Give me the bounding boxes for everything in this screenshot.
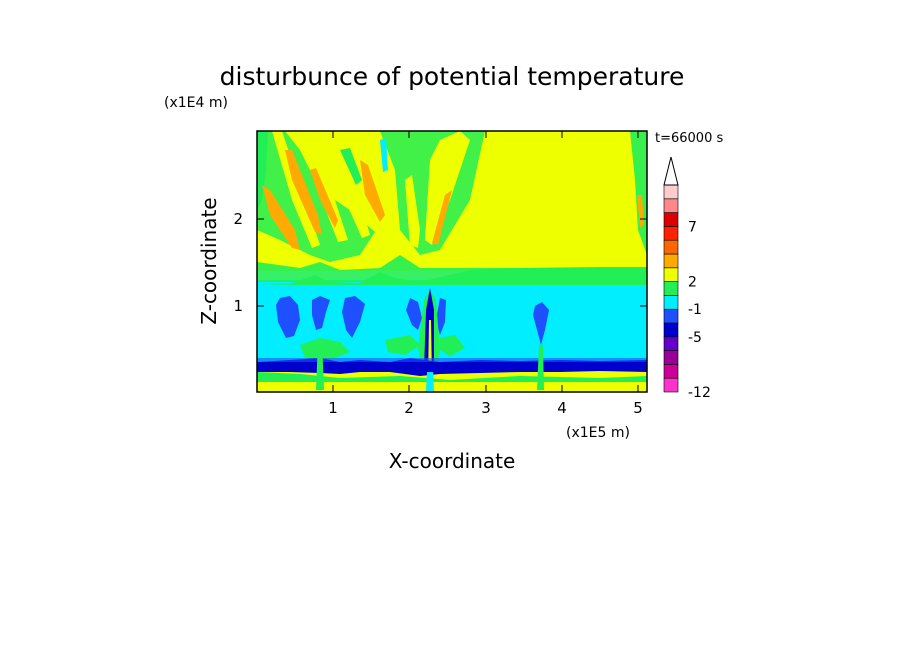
- colorbar-swatch: [663, 377, 679, 393]
- yellow-streak-b: [300, 131, 348, 242]
- cold-lobe-mid: [312, 296, 330, 330]
- y-axis-ticks: [257, 218, 647, 307]
- colorbar-swatch: [663, 253, 679, 269]
- colorbar-label: 2: [688, 275, 697, 291]
- warm-streak-3: [310, 168, 338, 228]
- yellow-streak-e: [425, 131, 470, 245]
- colorbar-swatch: [663, 350, 679, 365]
- yellow-streak-d: [405, 175, 420, 248]
- warm-streak-6: [637, 195, 644, 228]
- time-label: t=66000 s: [655, 131, 723, 146]
- colorbar-swatch: [663, 336, 679, 351]
- y-unit-label: (x1E4 m): [164, 95, 228, 111]
- x-tick-label: 5: [633, 399, 643, 417]
- plot-frame: [256, 130, 648, 393]
- warm-streak-1: [262, 185, 300, 250]
- x-axis-label: X-coordinate: [389, 449, 516, 473]
- colorbar-label: -12: [688, 385, 711, 401]
- colorbar-swatch: [663, 308, 679, 324]
- yellow-streak-a: [272, 131, 320, 248]
- warm-streak-7: [380, 138, 388, 172]
- colorbar-label: 7: [688, 219, 697, 235]
- transition-upper-edge: [257, 255, 647, 282]
- mid-green-blob-3: [440, 335, 465, 356]
- colorbar-swatch: [663, 267, 679, 282]
- colorbar-swatch: [663, 239, 679, 255]
- colorbar-swatch: [663, 364, 679, 379]
- mid-green-blob-2: [385, 335, 420, 355]
- inversion-band-edge: [257, 358, 647, 362]
- y-tick-label: 1: [233, 297, 243, 315]
- mid-green-blob-1: [300, 338, 350, 360]
- x-tick-label: 4: [557, 399, 567, 417]
- colorbar-swatch: [663, 198, 679, 213]
- colorbar-extend-arrow: [663, 156, 679, 186]
- cold-lobe-left: [276, 296, 300, 338]
- surface-green-band: [257, 372, 647, 382]
- x-tick-label: 3: [481, 399, 491, 417]
- warm-streak-5: [432, 190, 452, 245]
- x-unit-label: (x1E5 m): [566, 425, 630, 441]
- warm-streak-8: [340, 148, 362, 185]
- x-tick-label: 2: [404, 399, 414, 417]
- colorbar-label: -1: [688, 302, 702, 318]
- inversion-band: [257, 358, 647, 376]
- x-axis-ticks: [332, 131, 639, 392]
- warm-streak-4: [360, 160, 385, 222]
- colorbar: -12-5-127: [663, 156, 711, 401]
- y-axis-label: Z-coordinate: [197, 197, 221, 324]
- colorbar-swatch: [663, 281, 679, 296]
- warm-streak-2: [285, 150, 322, 235]
- surface-plume-2: [537, 345, 544, 390]
- colorbar-swatch: [663, 295, 679, 310]
- colorbar-swatch: [663, 226, 679, 241]
- chart-title: disturbunce of potential temperature: [220, 62, 685, 91]
- cold-lobe-right: [342, 296, 365, 338]
- left-edge-green: [257, 131, 268, 210]
- cold-plume-3: [533, 302, 549, 345]
- colorbar-swatch: [663, 184, 679, 200]
- cold-plume-2: [406, 298, 422, 330]
- plot-area: [257, 131, 647, 392]
- yellow-streak-c: [330, 145, 370, 238]
- colorbar-swatch: [663, 322, 679, 338]
- x-tick-label: 1: [328, 399, 338, 417]
- colorbar-label: -5: [688, 330, 702, 346]
- y-tick-label: 2: [233, 210, 243, 228]
- cold-plume-2b: [436, 298, 446, 335]
- surface-plume-1: [316, 340, 324, 390]
- colorbar-swatch: [663, 212, 679, 227]
- surface-plume-3: [426, 372, 434, 392]
